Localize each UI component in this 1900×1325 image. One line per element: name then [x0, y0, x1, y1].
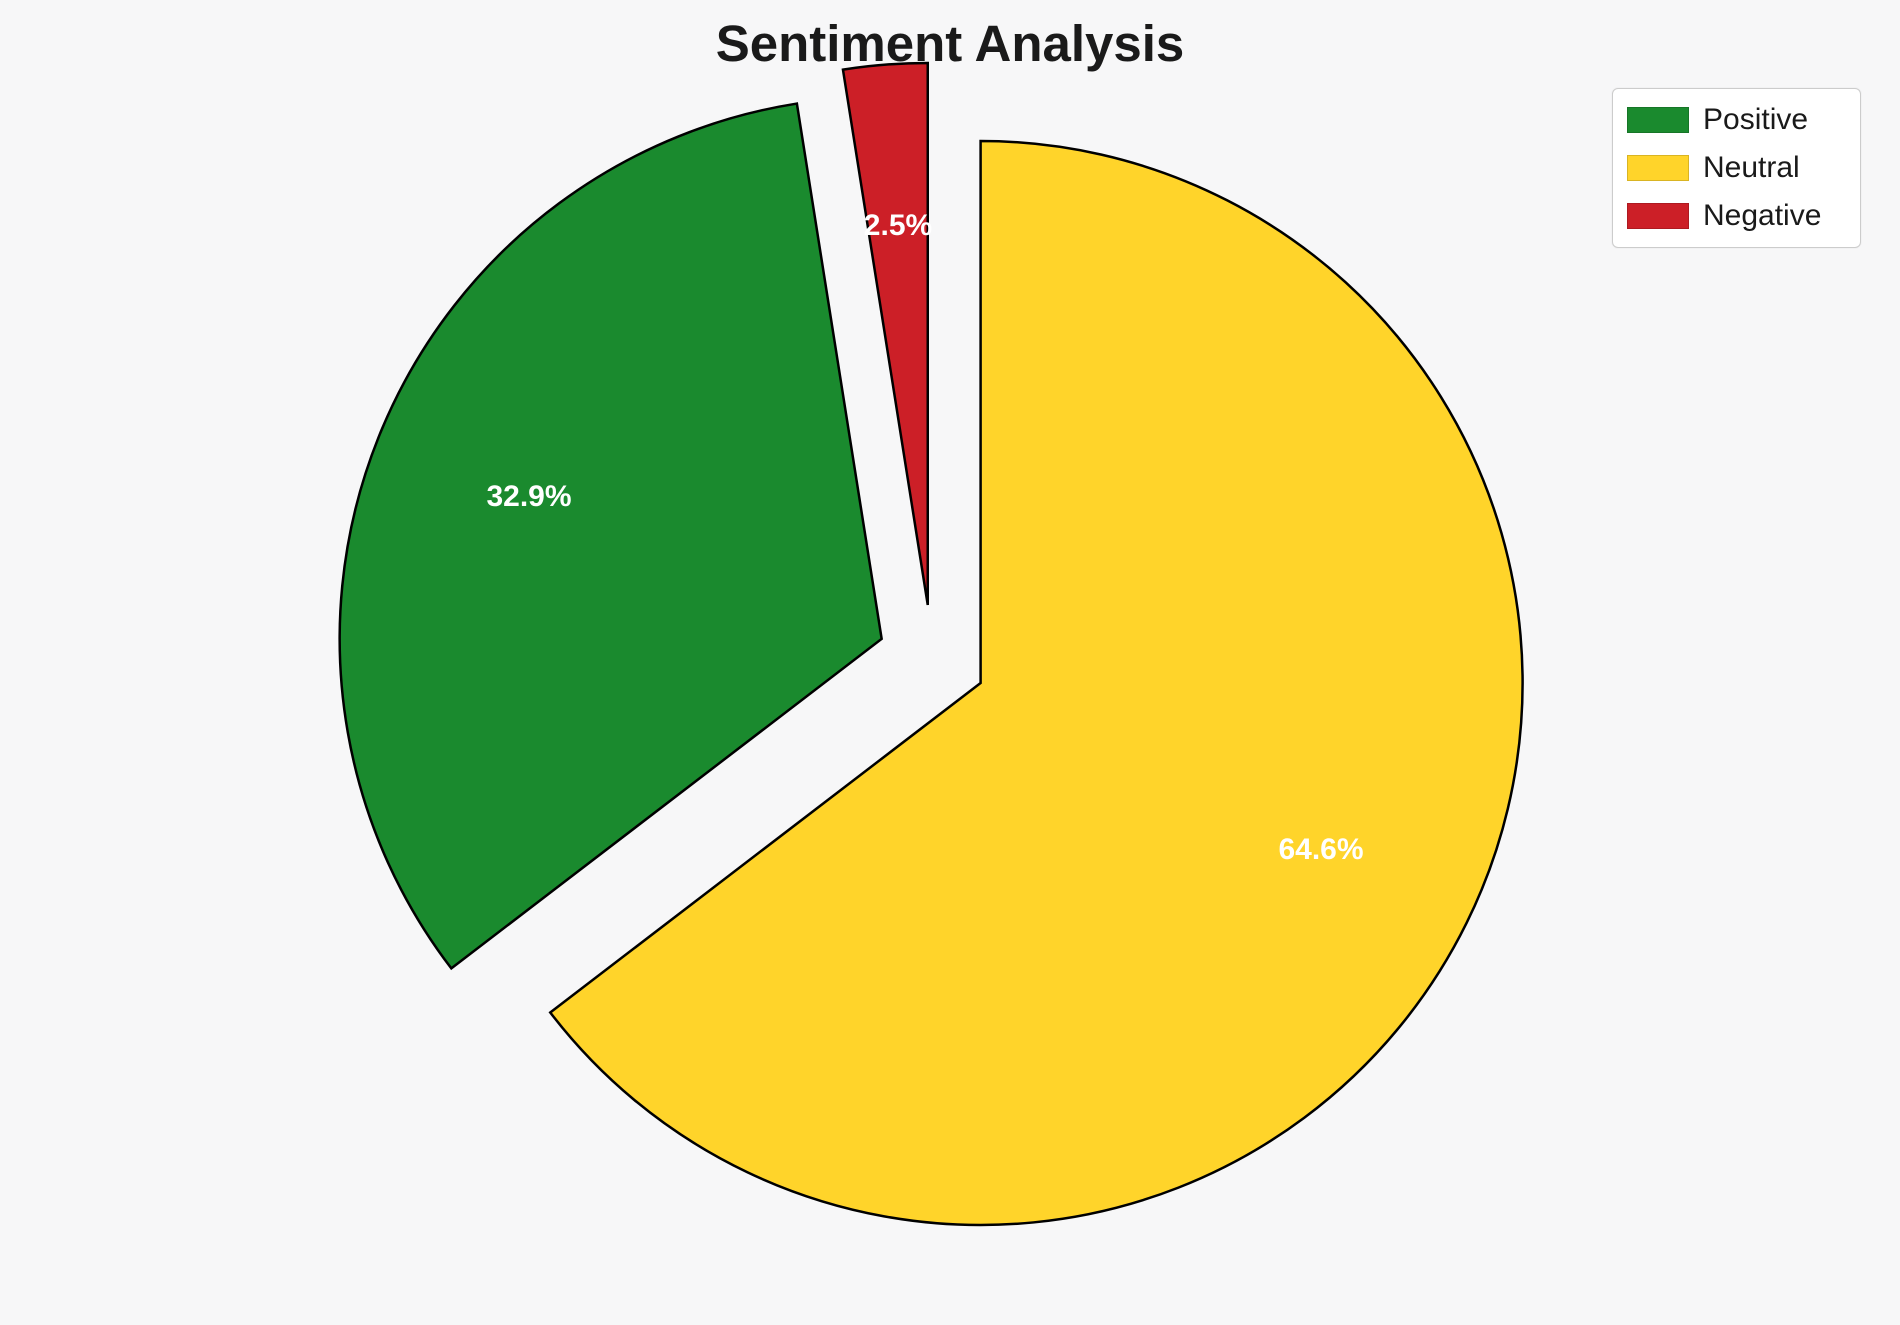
- svg-text:32.9%: 32.9%: [486, 480, 571, 513]
- svg-text:2.5%: 2.5%: [864, 209, 932, 242]
- svg-text:64.6%: 64.6%: [1278, 833, 1363, 866]
